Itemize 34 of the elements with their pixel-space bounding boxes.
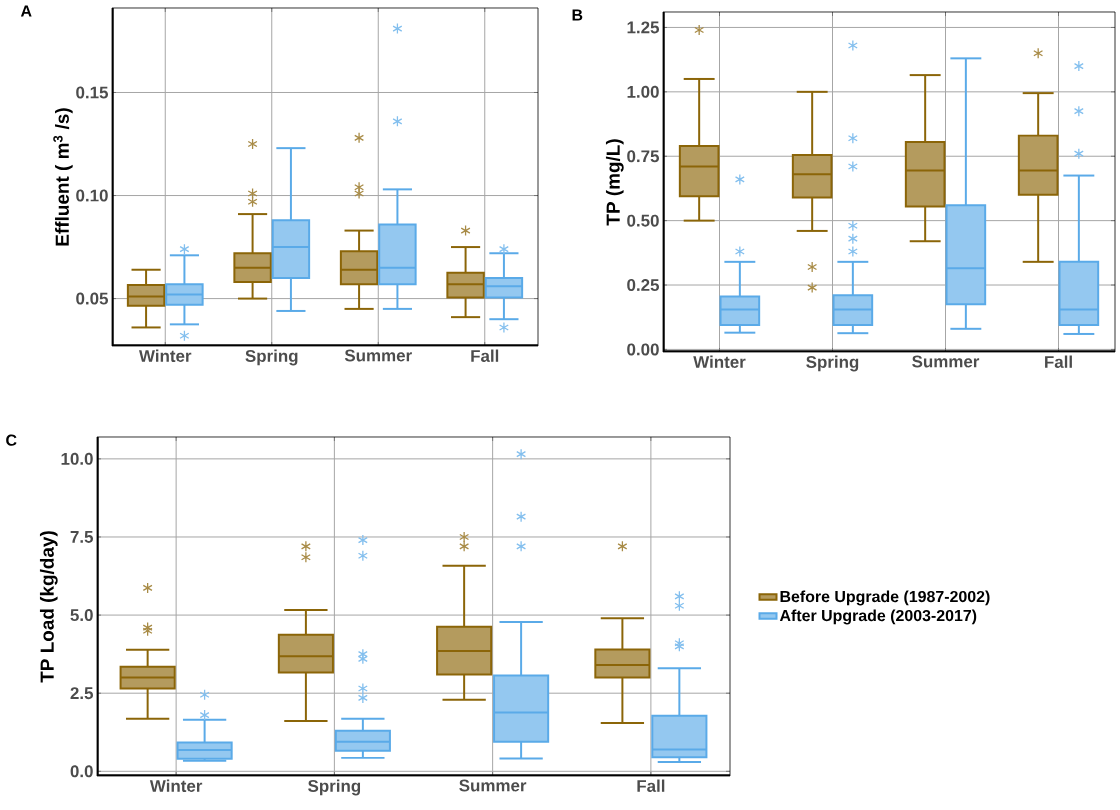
legend-label: After Upgrade (2003-2017)	[779, 609, 977, 625]
y-tick-label: 0.50	[627, 214, 659, 227]
y-tick-label: 0.75	[627, 150, 660, 163]
y-tick-label: 0.05	[76, 292, 109, 305]
y-tick-label: 1.25	[627, 21, 660, 34]
chart-title: A	[20, 5, 32, 17]
y-axis-title: TP Load (kg/day)	[39, 531, 58, 683]
x-tick-label: Fall	[471, 349, 499, 362]
x-tick-label: Spring	[308, 779, 361, 796]
x-tick-label: Fall	[637, 779, 665, 792]
chart-title: C	[6, 434, 17, 446]
x-tick-label: Summer	[459, 779, 527, 792]
legend-label: Before Upgrade (1987-2002)	[780, 590, 990, 606]
y-tick-label: 0.00	[627, 343, 659, 356]
x-tick-label: Summer	[912, 355, 980, 368]
y-tick-label: 1.00	[627, 85, 659, 98]
chart-title: B	[572, 9, 583, 21]
x-tick-label: Summer	[344, 349, 412, 362]
y-tick-label: 0.10	[76, 189, 108, 202]
x-tick-label: Spring	[245, 349, 298, 366]
y-axis-title: Effluent ( m$^{3}$ /s)	[53, 108, 73, 246]
y-tick-label: 0.25	[627, 279, 660, 292]
y-tick-label: 10.0	[61, 452, 93, 465]
x-tick-label: Winter	[693, 355, 746, 368]
x-tick-label: Winter	[139, 349, 192, 362]
y-tick-label: 0.15	[76, 86, 109, 99]
y-tick-label: 2.5	[70, 687, 94, 700]
y-tick-label: 5.0	[70, 609, 93, 622]
y-tick-label: 0.0	[70, 765, 93, 778]
x-tick-label: Spring	[806, 355, 859, 372]
y-tick-label: 7.5	[70, 531, 94, 543]
x-tick-label: Fall	[1045, 355, 1072, 368]
y-axis-title: TP (mg/L)	[605, 139, 624, 226]
x-tick-label: Winter	[149, 779, 203, 792]
